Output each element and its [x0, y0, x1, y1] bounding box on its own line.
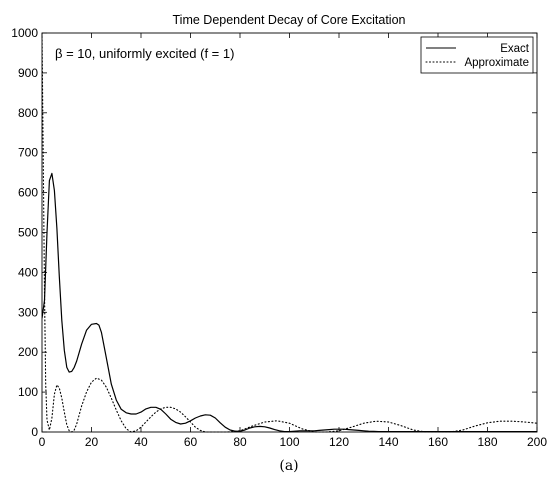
axes-frame: [41, 32, 538, 433]
x-tick-label: 40: [134, 435, 148, 449]
x-tick-label: 100: [279, 435, 299, 449]
x-tick-label: 140: [378, 435, 398, 449]
x-tick-label: 160: [428, 435, 448, 449]
x-tick-label: 120: [329, 435, 349, 449]
x-tick-label: 80: [233, 435, 247, 449]
y-tick-label: 1000: [11, 26, 38, 40]
y-tick-label: 100: [18, 385, 38, 399]
y-tick-label: 500: [18, 226, 38, 240]
y-tick-label: 900: [18, 66, 38, 80]
y-tick-label: 300: [18, 305, 38, 319]
figure-caption: (a): [279, 458, 298, 474]
legend-label-approximate: Approximate: [464, 57, 529, 69]
x-tick-label: 60: [184, 435, 198, 449]
series-line-exact: [42, 172, 537, 433]
y-tick-label: 800: [18, 106, 38, 120]
chart-title: Time Dependent Decay of Core Excitation: [173, 13, 406, 27]
y-tick-label: 400: [18, 265, 38, 279]
x-tick-label: 0: [39, 435, 46, 449]
series-line-approximate: [42, 32, 537, 433]
y-tick-label: 0: [31, 425, 38, 439]
plot-area: 0 20 40 60 80 100 120 140 160 180 200 0 100 200 300 400…: [11, 26, 547, 449]
x-tick-label: 180: [477, 435, 497, 449]
legend-box: [420, 36, 534, 74]
y-tick-label: 600: [18, 186, 38, 200]
y-tick-label: 700: [18, 146, 38, 160]
y-tick-label: 200: [18, 345, 38, 359]
x-tick-label: 200: [527, 435, 547, 449]
series-group: [42, 32, 537, 433]
x-tick-label: 20: [85, 435, 99, 449]
chart-annotation: β = 10, uniformly excited (f = 1): [55, 46, 234, 61]
legend-label-exact: Exact: [500, 43, 530, 55]
legend: Exact Approximate: [420, 36, 534, 74]
